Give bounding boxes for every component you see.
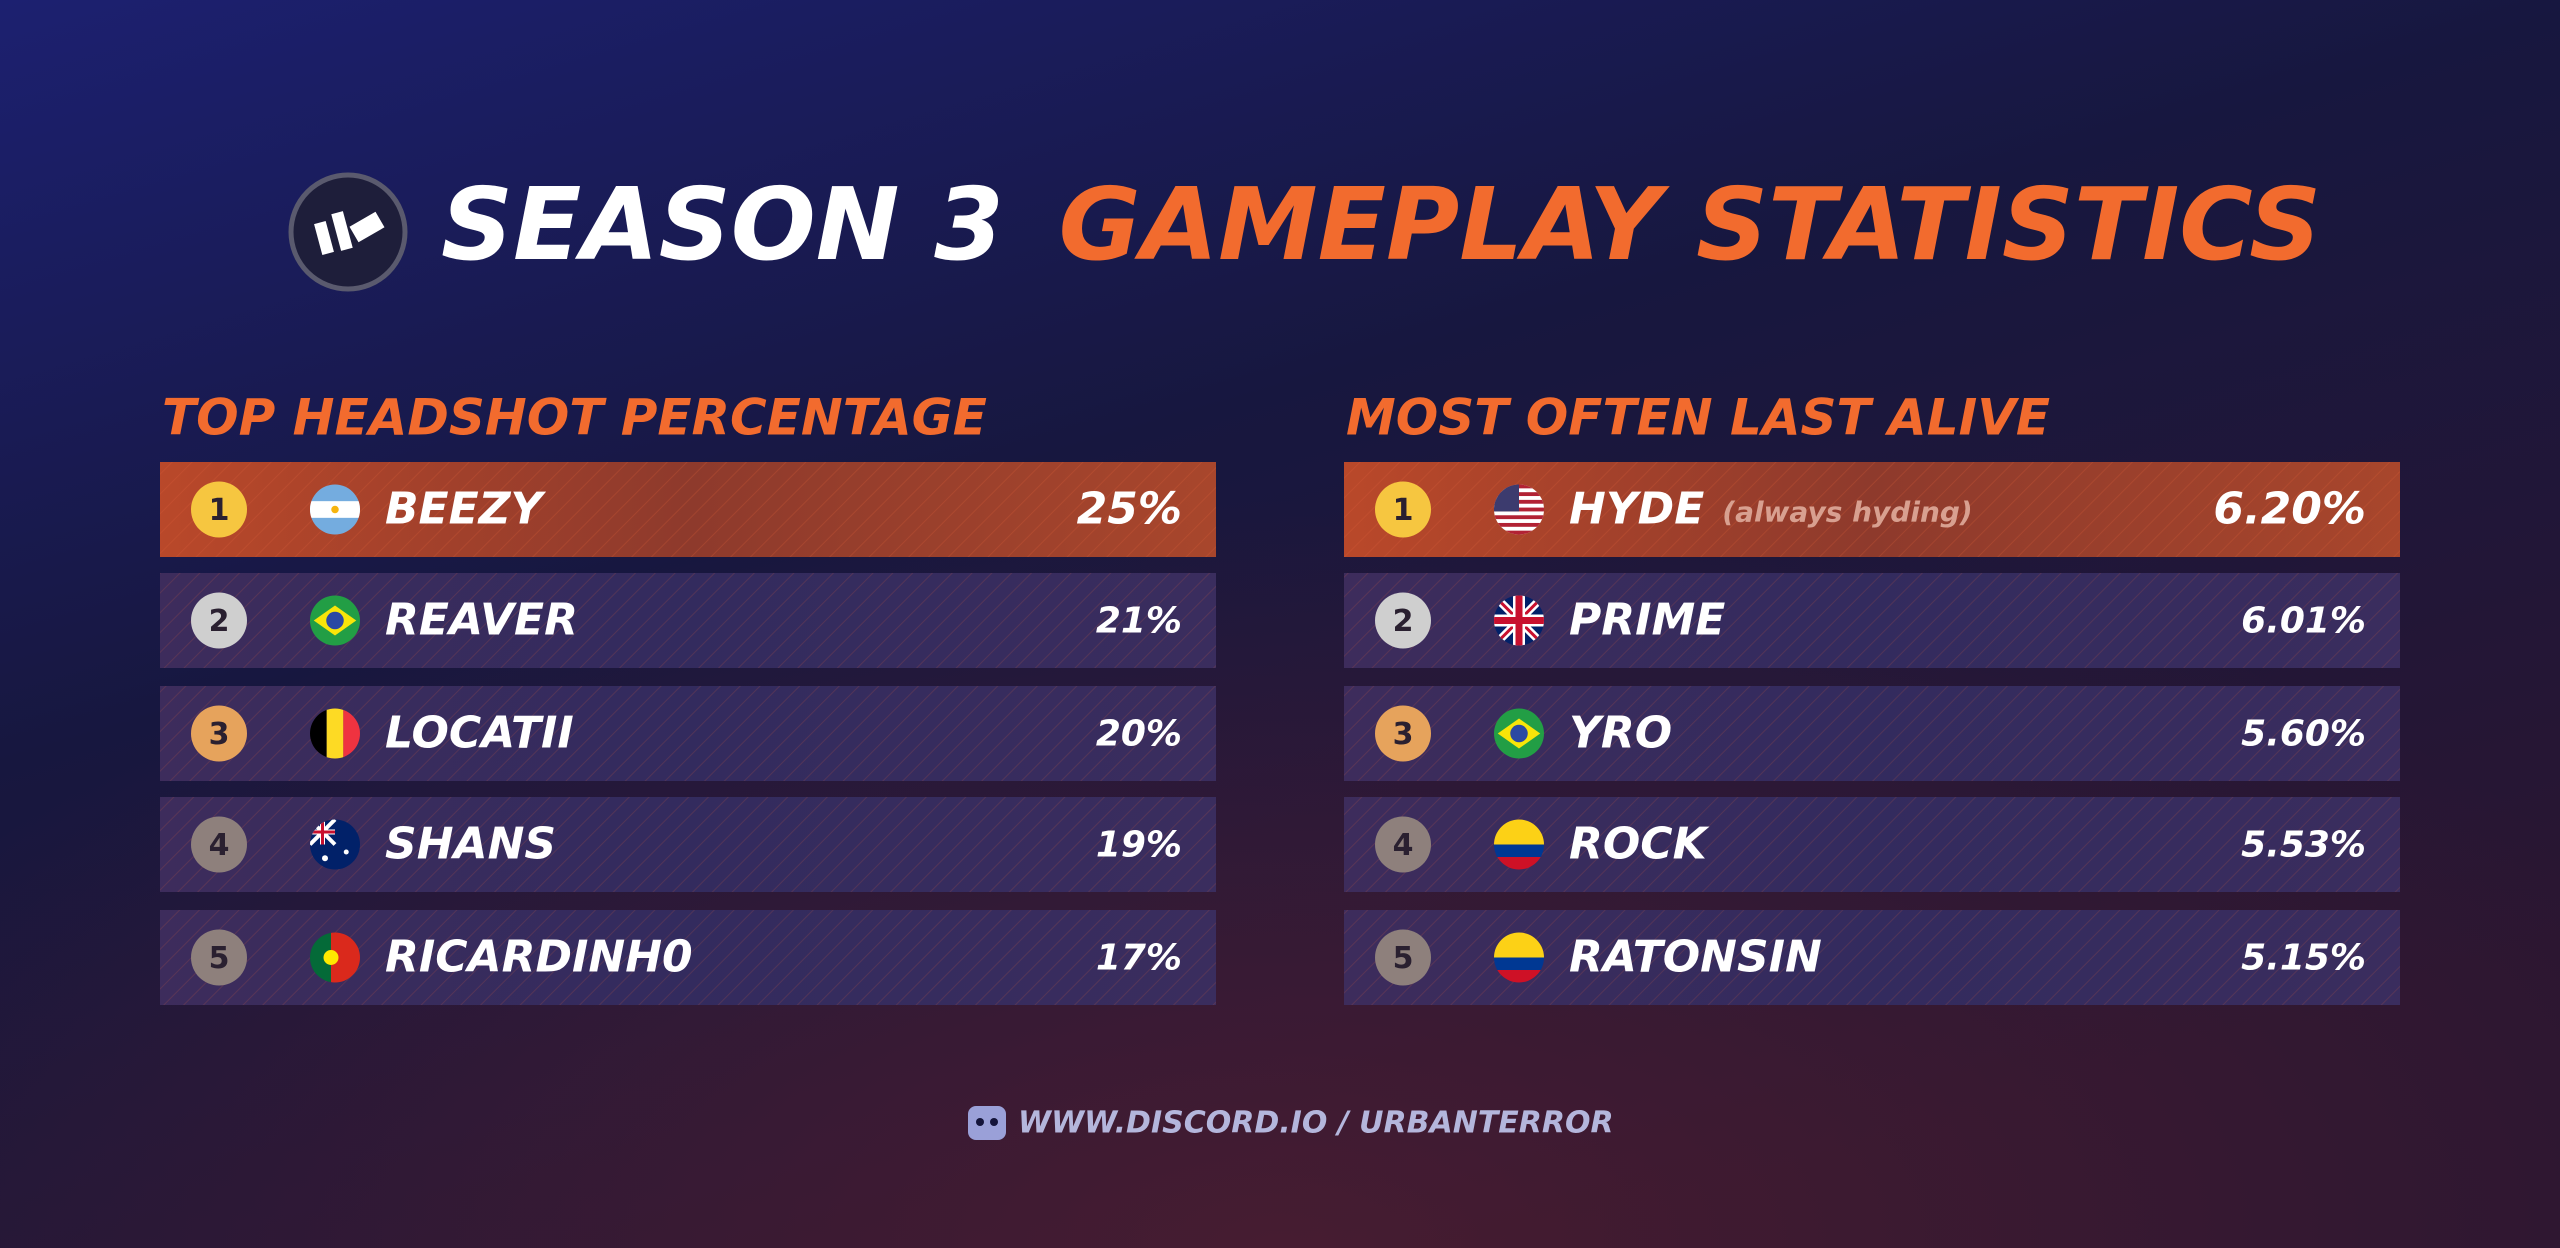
player-name: BEEZY bbox=[385, 484, 547, 535]
stat-value: 5.53% bbox=[2241, 825, 2366, 866]
rank: 1 bbox=[209, 493, 230, 528]
leaderboard-row: 2 PRIME 6.01% bbox=[1344, 573, 2400, 668]
player-name: YRO bbox=[1569, 708, 1672, 759]
leaderboard-row: 4 ROCK 5.53% bbox=[1344, 797, 2400, 892]
rank-badge bbox=[191, 816, 247, 873]
leaderboard-row: 5 RATONSIN 5.15% bbox=[1344, 910, 2400, 1005]
rank: 2 bbox=[209, 604, 230, 639]
flag bbox=[1494, 819, 1544, 870]
rank-badge bbox=[191, 481, 247, 538]
leaderboard-row: 1 HYDE (always hyding) 6.20% bbox=[1344, 462, 2400, 557]
rank-badge bbox=[1375, 816, 1431, 873]
footer: WWW.DISCORD.IO / URBANTERROR bbox=[968, 1106, 1614, 1141]
stat-value: 25% bbox=[1077, 484, 1182, 535]
rank: 2 bbox=[1393, 604, 1414, 639]
stat-value: 6.20% bbox=[2213, 484, 2366, 535]
flag bbox=[1494, 484, 1544, 535]
flag bbox=[310, 819, 360, 870]
player-name: RICARDINH0 bbox=[385, 932, 693, 983]
rank: 3 bbox=[209, 717, 230, 752]
leaderboard-row: 4 SHANS 19% bbox=[160, 797, 1216, 892]
rank-badge bbox=[191, 705, 247, 762]
logo bbox=[288, 172, 408, 292]
stat-value: 5.15% bbox=[2241, 938, 2366, 979]
flag bbox=[1494, 932, 1544, 983]
rank: 5 bbox=[209, 941, 230, 976]
rank-badge bbox=[191, 592, 247, 649]
flag bbox=[1494, 708, 1544, 759]
player-name: HYDE bbox=[1569, 484, 1704, 535]
player-name: LOCATII bbox=[385, 708, 574, 759]
leaderboard: MOST OFTEN LAST ALIVE 1 HYDE (always hyding… bbox=[1344, 389, 2400, 1005]
player-name: SHANS bbox=[385, 819, 556, 870]
rank-badge bbox=[1375, 705, 1431, 762]
title: SEASON 3 GAMEPLAY STATISTICS bbox=[441, 166, 2321, 283]
leaderboard-row: 1 BEEZY 25% bbox=[160, 462, 1216, 557]
title-orange: GAMEPLAY STATISTICS bbox=[1059, 166, 2321, 283]
flag bbox=[1494, 595, 1544, 646]
leaderboard-row: 5 RICARDINH0 17% bbox=[160, 910, 1216, 1005]
title-white: SEASON 3 bbox=[441, 166, 1004, 283]
rank-badge bbox=[191, 929, 247, 986]
discord-icon bbox=[968, 1106, 1006, 1140]
player-name: PRIME bbox=[1569, 595, 1725, 646]
player-name: ROCK bbox=[1569, 819, 1710, 870]
stat-value: 5.60% bbox=[2241, 714, 2366, 755]
rank: 5 bbox=[1393, 941, 1414, 976]
rank-badge bbox=[1375, 592, 1431, 649]
rank-badge bbox=[1375, 481, 1431, 538]
player-name: REAVER bbox=[385, 595, 578, 646]
rank: 4 bbox=[209, 828, 230, 863]
section-title: MOST OFTEN LAST ALIVE bbox=[1346, 389, 2050, 447]
rank: 3 bbox=[1393, 717, 1414, 752]
stat-value: 17% bbox=[1096, 938, 1182, 979]
rank: 4 bbox=[1393, 828, 1414, 863]
leaderboard-row: 2 REAVER 21% bbox=[160, 573, 1216, 668]
flag bbox=[310, 708, 360, 759]
leaderboard-row: 3 YRO 5.60% bbox=[1344, 686, 2400, 781]
stat-value: 21% bbox=[1096, 601, 1182, 642]
player-name: RATONSIN bbox=[1569, 932, 1822, 983]
rank: 1 bbox=[1393, 493, 1414, 528]
flag bbox=[310, 595, 360, 646]
stat-value: 19% bbox=[1096, 825, 1182, 866]
footer-link: WWW.DISCORD.IO / URBANTERROR bbox=[1018, 1106, 1614, 1141]
section-title: TOP HEADSHOT PERCENTAGE bbox=[162, 389, 987, 447]
stat-value: 20% bbox=[1096, 714, 1182, 755]
player-note: (always hyding) bbox=[1722, 496, 1972, 529]
leaderboard-row: 3 LOCATII 20% bbox=[160, 686, 1216, 781]
rank-badge bbox=[1375, 929, 1431, 986]
stat-value: 6.01% bbox=[2241, 601, 2366, 642]
flag bbox=[310, 932, 360, 983]
flag bbox=[310, 484, 360, 535]
